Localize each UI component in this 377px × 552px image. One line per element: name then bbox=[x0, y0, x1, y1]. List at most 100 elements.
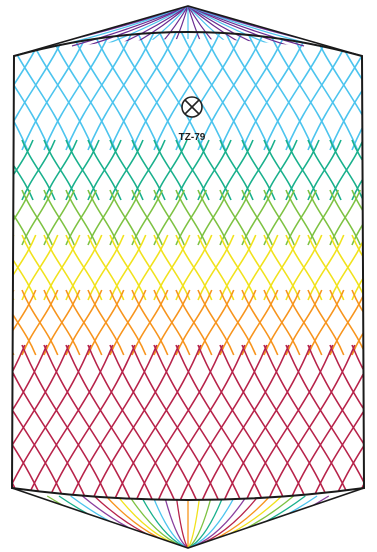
mesh-strand bbox=[12, 344, 48, 500]
mesh-strand bbox=[175, 234, 213, 301]
mesh-strand bbox=[197, 234, 235, 301]
mesh-strand bbox=[12, 234, 15, 301]
mesh-strand bbox=[21, 344, 114, 500]
mesh-strand bbox=[175, 139, 210, 201]
marker-label: TZ-79 bbox=[179, 132, 206, 143]
mesh-strand bbox=[351, 139, 364, 201]
mesh-strand bbox=[65, 139, 100, 201]
mesh-strand bbox=[329, 344, 364, 500]
mesh-strand bbox=[307, 32, 364, 151]
mesh-strand bbox=[12, 32, 29, 151]
mesh-strand bbox=[65, 344, 158, 500]
cap-strand bbox=[12, 495, 189, 548]
mesh-strand bbox=[65, 289, 103, 356]
mesh-strand bbox=[12, 234, 15, 301]
outline bbox=[10, 5, 366, 549]
top-cap-outline bbox=[13, 5, 363, 57]
mesh-strand bbox=[87, 139, 122, 201]
mesh-strand bbox=[153, 234, 191, 301]
mesh-strand bbox=[0, 140, 11, 200]
mesh-strand bbox=[307, 344, 364, 500]
cap-strand bbox=[187, 495, 364, 548]
mesh-strand bbox=[0, 20, 6, 150]
mesh-strand bbox=[12, 139, 34, 201]
mesh-strand bbox=[12, 344, 26, 500]
cap-strand bbox=[187, 495, 248, 548]
mesh-strand bbox=[241, 234, 279, 301]
mesh-strand bbox=[263, 289, 301, 356]
mesh-strand bbox=[307, 139, 342, 201]
mesh-strand bbox=[43, 139, 78, 201]
mesh-strand bbox=[87, 234, 125, 301]
mesh-strand bbox=[307, 289, 345, 356]
marker: TZ-79 bbox=[179, 96, 206, 143]
mesh-strand bbox=[109, 344, 202, 500]
mesh-strand bbox=[109, 32, 183, 151]
mesh-band-yellow bbox=[12, 234, 364, 301]
mesh-strand bbox=[109, 139, 144, 201]
mesh-strand bbox=[307, 234, 345, 301]
mesh-strand bbox=[175, 344, 268, 500]
mesh-strand bbox=[219, 344, 312, 500]
mesh-strand bbox=[263, 32, 337, 151]
mesh-strand bbox=[307, 32, 364, 151]
mesh-strand bbox=[65, 32, 139, 151]
mesh-strand bbox=[0, 140, 11, 200]
mesh-strand bbox=[153, 344, 246, 500]
mesh-strand bbox=[351, 344, 364, 500]
mesh-strand bbox=[307, 344, 364, 500]
mesh-strand bbox=[0, 20, 6, 150]
mesh-strand bbox=[87, 289, 125, 356]
mesh-strand bbox=[131, 289, 169, 356]
cap-strand bbox=[187, 495, 201, 548]
mesh-strand bbox=[12, 32, 73, 151]
cap-strand bbox=[71, 6, 189, 47]
mesh-strand bbox=[329, 32, 364, 151]
mesh-strand bbox=[0, 345, 3, 510]
mesh-strand bbox=[153, 32, 227, 151]
mesh-bottom-cap bbox=[12, 495, 364, 548]
mesh-strand bbox=[263, 234, 301, 301]
mesh-body bbox=[0, 20, 364, 510]
mesh-strand bbox=[12, 344, 92, 500]
cap-strand bbox=[28, 6, 189, 47]
mesh-strand bbox=[12, 289, 37, 356]
mesh-strand bbox=[43, 234, 81, 301]
mesh-band-orange bbox=[12, 289, 364, 356]
mesh-strand bbox=[43, 289, 81, 356]
mesh-strand bbox=[175, 32, 249, 151]
mesh-strand bbox=[351, 32, 364, 151]
mesh-strand bbox=[285, 344, 364, 500]
mesh-strand bbox=[12, 344, 70, 500]
mesh-strand bbox=[219, 234, 257, 301]
mesh-strand bbox=[109, 234, 147, 301]
mesh-strand bbox=[285, 289, 323, 356]
mesh-strand bbox=[153, 139, 188, 201]
mesh-strand bbox=[21, 234, 59, 301]
mesh-band-crimson bbox=[0, 344, 364, 510]
mesh-strand bbox=[12, 234, 37, 301]
cap-strand bbox=[86, 6, 189, 47]
mesh-strand bbox=[21, 289, 59, 356]
mesh-strand bbox=[0, 345, 3, 510]
mesh-strand bbox=[21, 139, 56, 201]
mesh-strand bbox=[131, 234, 169, 301]
mesh-strand bbox=[197, 139, 232, 201]
mesh-strand bbox=[131, 344, 224, 500]
mesh-strand bbox=[263, 344, 356, 500]
mesh-strand bbox=[197, 289, 235, 356]
mesh-strand bbox=[329, 344, 364, 500]
mesh-strand bbox=[351, 234, 364, 301]
mesh-strand bbox=[351, 189, 364, 246]
mesh-strand bbox=[109, 289, 147, 356]
mesh-strand bbox=[131, 32, 205, 151]
mesh-strand bbox=[285, 139, 320, 201]
mesh-strand bbox=[241, 139, 276, 201]
mesh-strand bbox=[329, 32, 364, 151]
mesh-strand bbox=[219, 289, 257, 356]
mesh-strand bbox=[351, 289, 364, 356]
mesh-strand bbox=[0, 190, 8, 245]
mesh-strand bbox=[285, 234, 323, 301]
mesh-band-blue bbox=[0, 20, 364, 151]
